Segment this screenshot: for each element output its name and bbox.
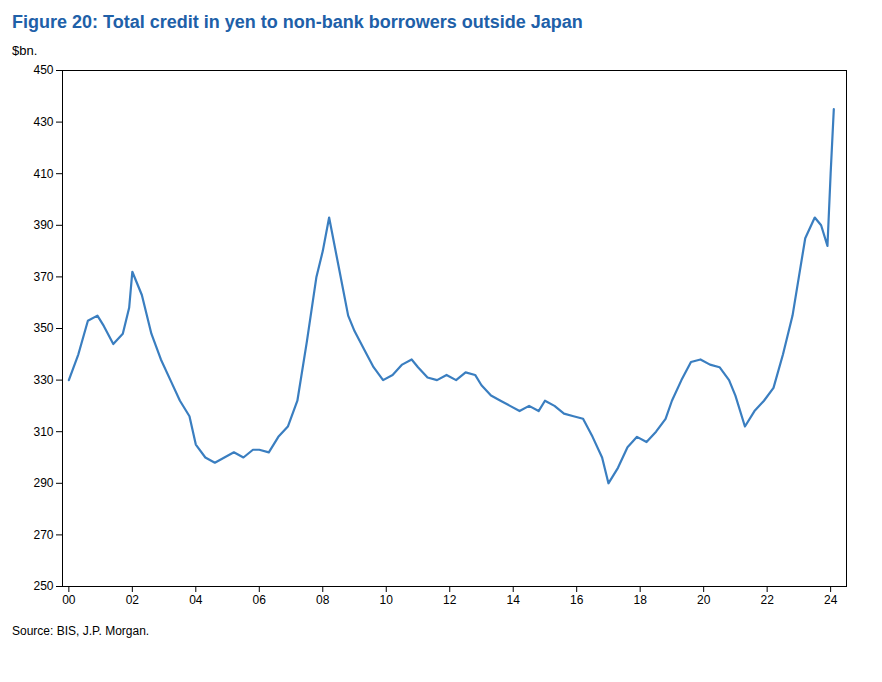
svg-text:250: 250 (33, 579, 53, 593)
svg-text:00: 00 (62, 593, 76, 607)
svg-text:390: 390 (33, 218, 53, 232)
svg-text:10: 10 (380, 593, 394, 607)
svg-text:04: 04 (189, 593, 203, 607)
svg-text:410: 410 (33, 167, 53, 181)
svg-text:450: 450 (33, 63, 53, 77)
svg-text:430: 430 (33, 115, 53, 129)
svg-text:370: 370 (33, 270, 53, 284)
svg-text:18: 18 (634, 593, 648, 607)
svg-text:12: 12 (443, 593, 457, 607)
svg-text:16: 16 (570, 593, 584, 607)
html-text:Source: BIS, J.P. Morgan.: Source: BIS, J.P. Morgan. (12, 624, 150, 638)
svg-text:290: 290 (33, 476, 53, 490)
svg-text:330: 330 (33, 373, 53, 387)
html-text:$bn.: $bn. (12, 43, 38, 58)
html-text:Figure 20: Total credit in yen: Figure 20: Total credit in yen to non-ba… (12, 12, 583, 32)
svg-text:22: 22 (760, 593, 774, 607)
svg-text:02: 02 (126, 593, 140, 607)
svg-text:20: 20 (697, 593, 711, 607)
svg-text:06: 06 (253, 593, 267, 607)
svg-text:08: 08 (316, 593, 330, 607)
svg-text:350: 350 (33, 321, 53, 335)
svg-text:14: 14 (507, 593, 521, 607)
svg-text:270: 270 (33, 528, 53, 542)
svg-text:310: 310 (33, 425, 53, 439)
svg-text:24: 24 (824, 593, 838, 607)
